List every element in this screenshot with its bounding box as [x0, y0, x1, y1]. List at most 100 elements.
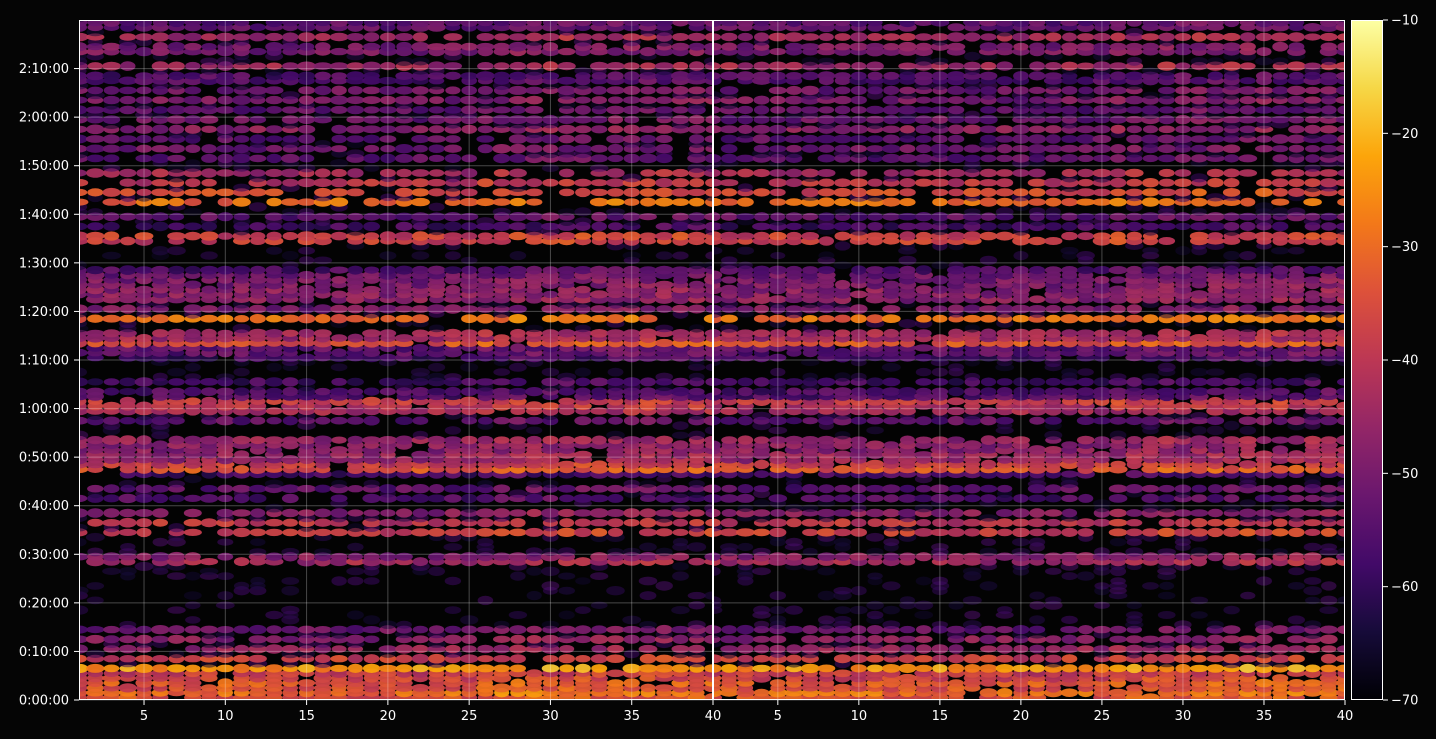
heatmap-cell — [591, 625, 608, 634]
heatmap-cell — [713, 625, 722, 634]
heatmap-cell — [510, 105, 526, 114]
heatmap-cell — [216, 435, 234, 445]
heatmap-cell — [411, 387, 430, 397]
heatmap-cell — [1044, 430, 1063, 440]
heatmap-cell — [509, 61, 527, 71]
heatmap-cell — [606, 669, 625, 678]
heatmap-cell — [1321, 645, 1337, 653]
heatmap-cell — [558, 144, 576, 153]
heatmap-cell — [412, 430, 429, 440]
heatmap-cell — [330, 222, 348, 231]
heatmap-cell — [331, 645, 347, 653]
heatmap-cell — [590, 290, 609, 299]
heatmap-cell — [1190, 334, 1209, 343]
heatmap-cell — [281, 605, 300, 615]
heatmap-cell — [459, 552, 479, 562]
heatmap-cell — [79, 625, 88, 634]
heatmap-cell — [638, 314, 658, 323]
heatmap-cell — [476, 135, 495, 143]
heatmap-cell — [282, 178, 299, 187]
heatmap-cell — [638, 125, 658, 133]
heatmap-cell — [916, 387, 932, 396]
heatmap-cell — [623, 518, 640, 527]
heatmap-cell — [721, 436, 738, 444]
heatmap-cell — [493, 528, 511, 537]
heatmap-cell — [346, 96, 365, 105]
heatmap-cell — [461, 105, 478, 115]
heatmap-cell — [428, 125, 445, 134]
heatmap-cell — [461, 154, 478, 163]
heatmap-cell — [833, 387, 852, 397]
heatmap-cell — [135, 154, 153, 163]
heatmap-cell — [79, 125, 88, 133]
heatmap-cell — [589, 494, 609, 503]
heatmap-cell — [134, 212, 154, 221]
heatmap-cell — [151, 32, 170, 42]
heatmap-cell — [655, 144, 673, 154]
heatmap-cell — [79, 260, 87, 271]
heatmap-cell — [622, 615, 642, 625]
heatmap-cell — [948, 387, 965, 397]
heatmap-cell — [265, 144, 283, 153]
heatmap-cell — [654, 265, 674, 275]
heatmap-cell — [428, 509, 446, 517]
heatmap-cell — [119, 168, 137, 178]
heatmap-cell — [705, 363, 713, 372]
heatmap-cell — [979, 527, 998, 538]
heatmap-cell — [493, 153, 511, 164]
heatmap-cell — [493, 635, 511, 643]
heatmap-cell — [834, 329, 851, 338]
heatmap-cell — [201, 125, 218, 133]
heatmap-cell — [1304, 328, 1321, 338]
heatmap-cell — [558, 47, 576, 56]
heatmap-cell — [640, 197, 656, 207]
heatmap-cell — [379, 20, 396, 27]
heatmap-cell — [623, 649, 640, 659]
heatmap-cell — [379, 377, 397, 387]
heatmap-cell — [168, 96, 185, 104]
heatmap-cell — [1189, 435, 1209, 445]
heatmap-cell — [331, 377, 347, 386]
heatmap-cell — [1207, 396, 1223, 406]
heatmap-cell — [622, 663, 641, 674]
heatmap-cell — [347, 265, 364, 275]
heatmap-cell — [818, 387, 835, 396]
heatmap-cell — [379, 135, 397, 143]
heatmap-cell — [216, 32, 235, 42]
heatmap-cell — [232, 416, 251, 426]
heatmap-cell — [541, 72, 560, 80]
heatmap-cell — [558, 572, 576, 580]
heatmap-cell — [622, 105, 641, 115]
heatmap-cell — [1287, 635, 1306, 644]
heatmap-cell — [914, 600, 934, 610]
heatmap-cell — [119, 644, 137, 654]
heatmap-cell — [265, 314, 283, 323]
heatmap-cell — [1125, 470, 1143, 479]
heatmap-cell — [201, 328, 217, 338]
heatmap-cell — [330, 416, 348, 425]
heatmap-cell — [995, 416, 1014, 425]
heatmap-cell — [786, 654, 802, 663]
heatmap-cell — [168, 20, 185, 28]
heatmap-cell — [444, 304, 462, 314]
heatmap-cell — [265, 304, 283, 314]
heatmap-cell — [380, 62, 396, 71]
heatmap-cell — [590, 407, 608, 415]
heatmap-cell — [461, 435, 478, 445]
heatmap-cell — [460, 95, 479, 105]
heatmap-cell — [688, 124, 706, 134]
heatmap-cell — [460, 178, 479, 187]
heatmap-cell — [996, 528, 1013, 537]
heatmap-cell — [216, 188, 235, 197]
heatmap-cell — [314, 20, 332, 27]
heatmap-cell — [623, 85, 641, 95]
heatmap-cell — [427, 494, 446, 503]
heatmap-cell — [542, 547, 559, 557]
heatmap-cell — [183, 72, 202, 80]
heatmap-cell — [786, 518, 802, 528]
heatmap-cell — [427, 372, 446, 382]
heatmap-cell — [152, 440, 169, 450]
heatmap-cell — [509, 664, 526, 673]
heatmap-cell — [948, 484, 964, 493]
heatmap-cell — [752, 387, 771, 396]
